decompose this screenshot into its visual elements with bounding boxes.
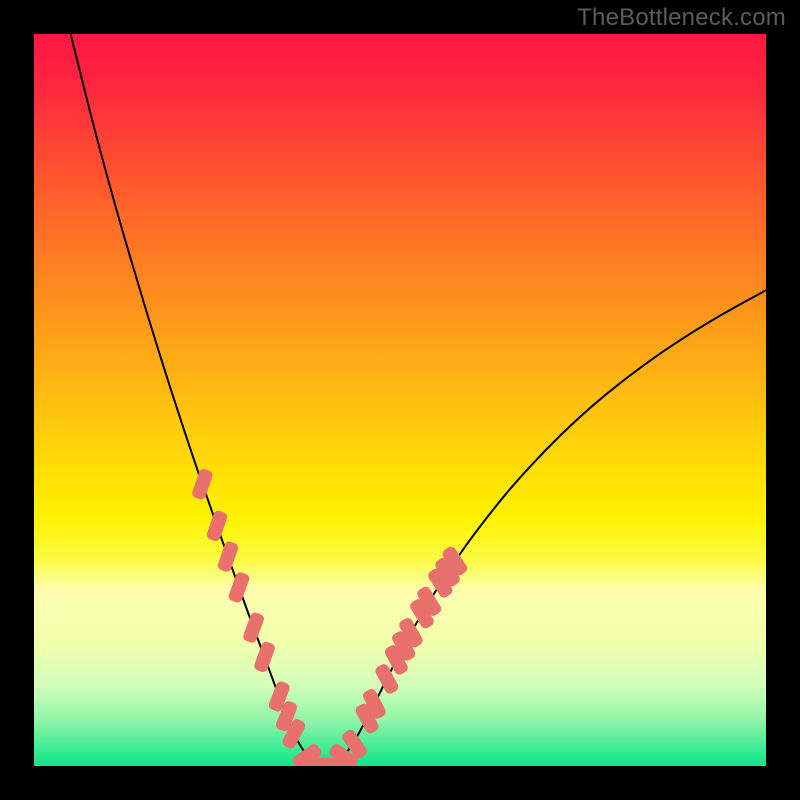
chart-container: TheBottleneck.com — [0, 0, 800, 800]
watermark-text: TheBottleneck.com — [577, 4, 786, 32]
plot-area — [34, 34, 766, 766]
chart-svg — [34, 34, 766, 766]
